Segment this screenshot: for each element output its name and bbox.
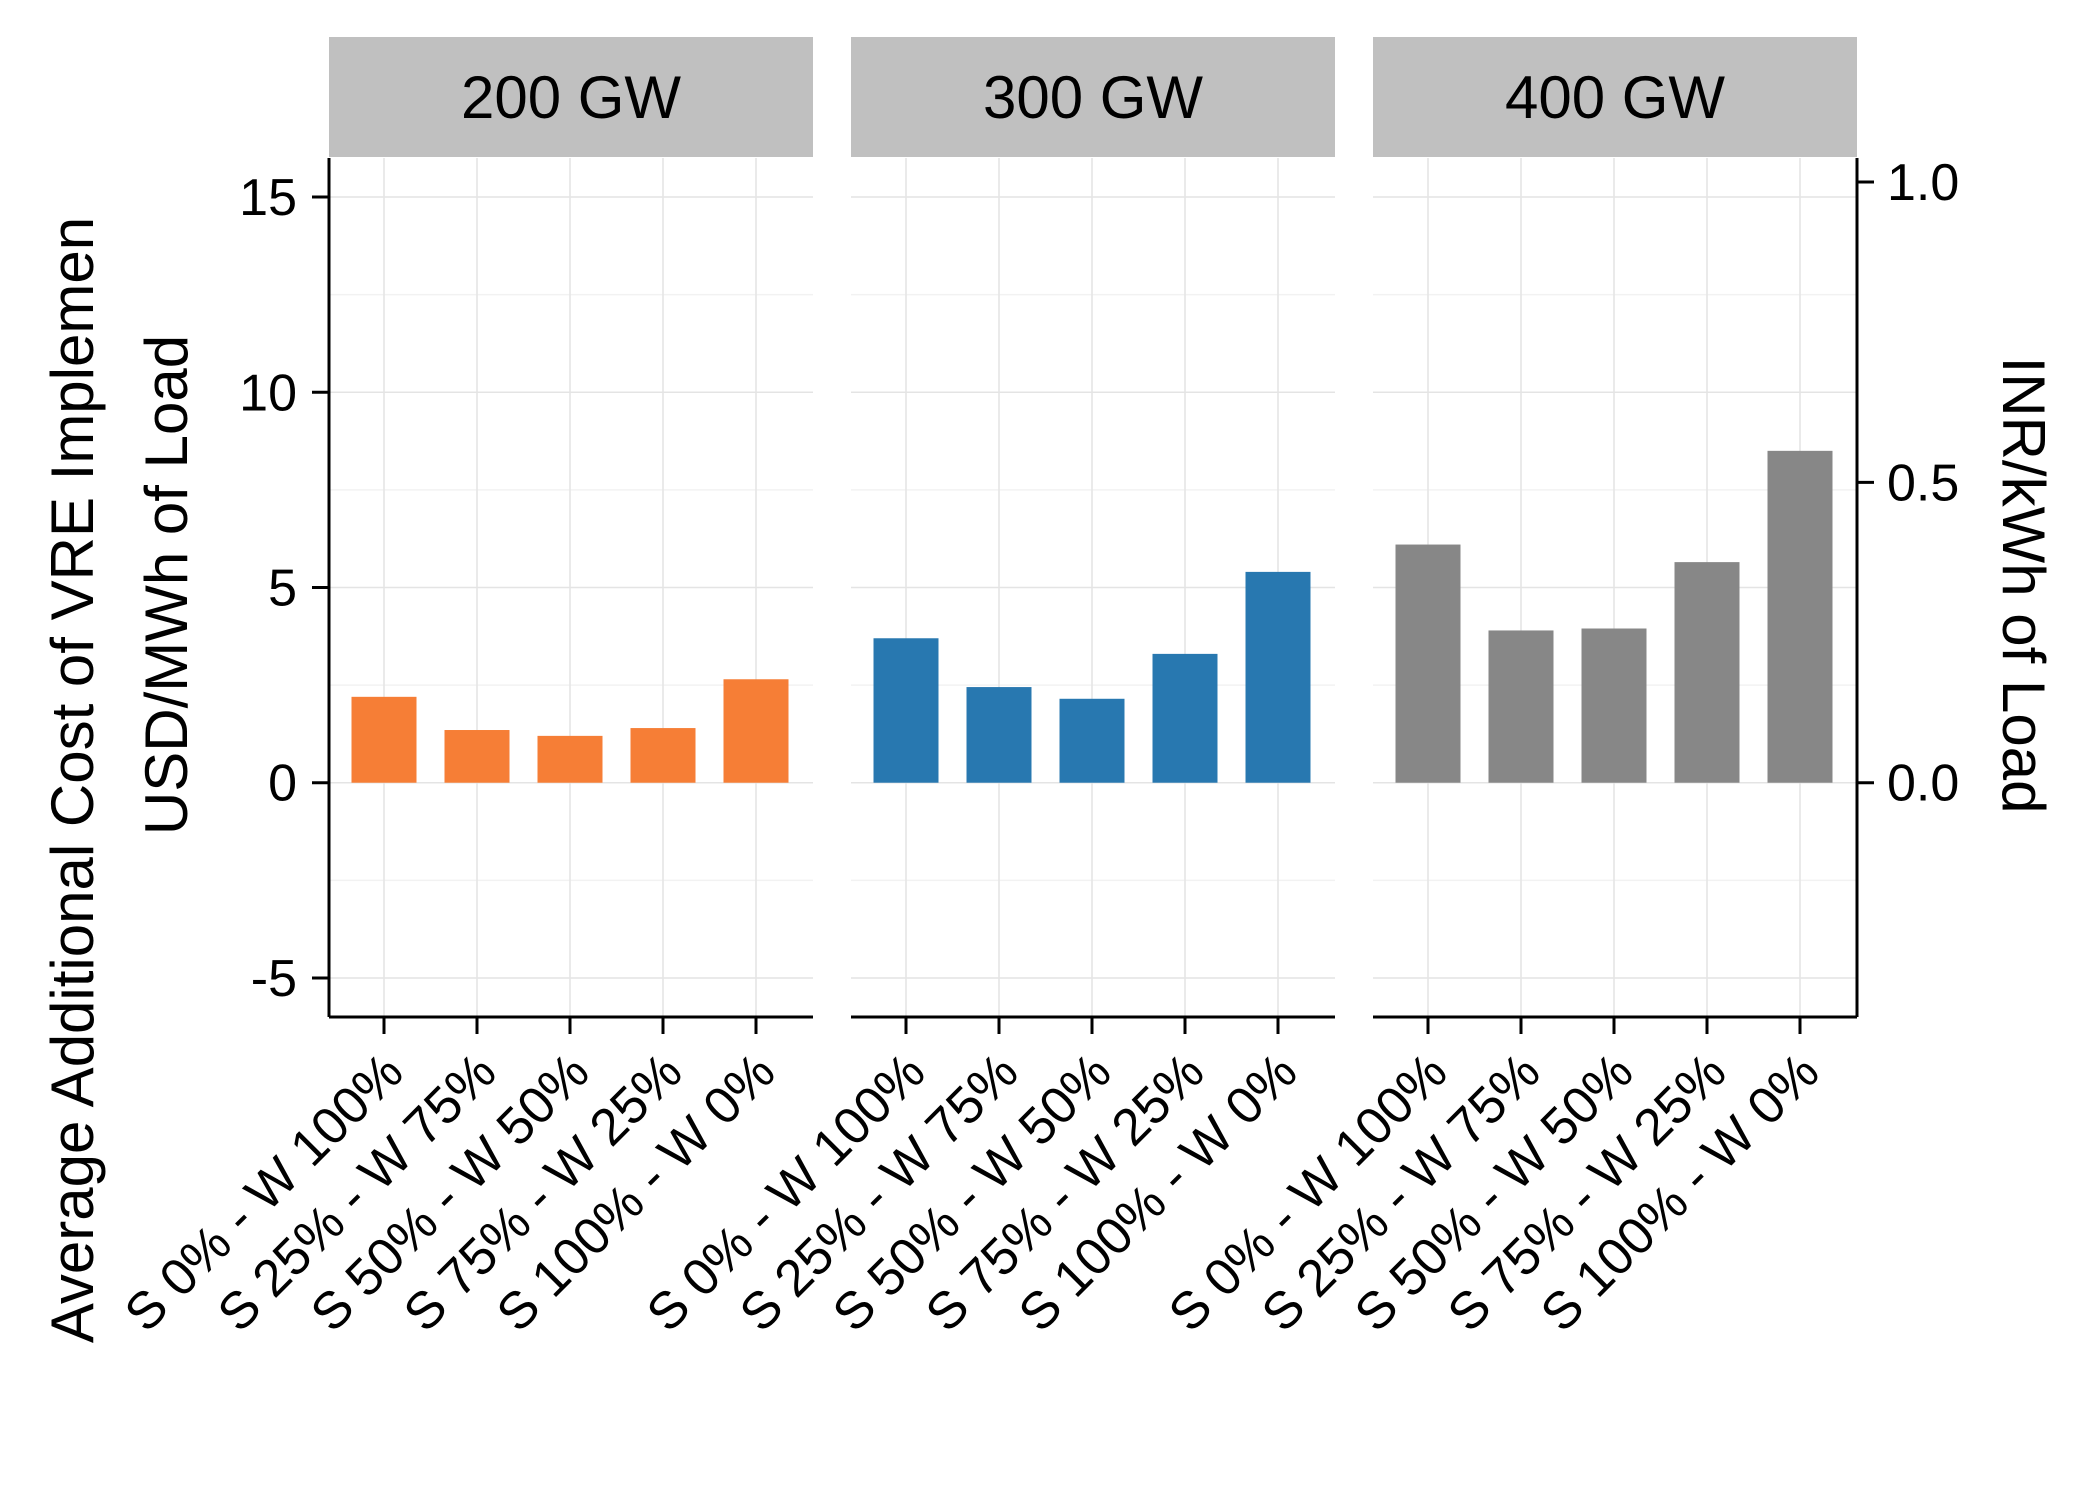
bar [351, 696, 417, 783]
secondary-y-axis-title: INR/kWh of Load [1990, 357, 2057, 814]
y-tick-label: 5 [268, 560, 297, 618]
bar [1488, 630, 1554, 783]
panel-strip [1373, 37, 1857, 157]
y-axis-title-line1: Average Additional Cost of VRE Implemen [39, 217, 106, 1343]
bar [444, 730, 510, 783]
panel-strip-label: 300 GW [983, 64, 1203, 131]
panel-strip-label: 400 GW [1505, 64, 1725, 131]
chart-panels: 200 GWS 0% - W 100%S 25% - W 75%S 50% - … [114, 37, 1857, 1343]
panel-1: 200 GWS 0% - W 100%S 25% - W 75%S 50% - … [114, 37, 813, 1343]
bar [630, 728, 696, 783]
y-tick-label: 15 [239, 169, 297, 227]
panel-3: 400 GWS 0% - W 100%S 25% - W 75%S 50% - … [1158, 37, 1857, 1343]
bar [1767, 450, 1833, 783]
bar [1581, 628, 1647, 783]
secondary-y-tick-label: 0.5 [1887, 454, 1959, 512]
bar [1245, 571, 1311, 783]
panel-strip-label: 200 GW [461, 64, 681, 131]
y-tick-label: -5 [251, 950, 297, 1008]
bar [1674, 562, 1740, 783]
y-tick-label: 0 [268, 755, 297, 813]
secondary-y-tick-label: 1.0 [1887, 154, 1959, 212]
y-tick-label: 10 [239, 364, 297, 422]
bar [537, 735, 603, 783]
panel-strip [851, 37, 1335, 157]
bar [1395, 544, 1461, 783]
bar [1059, 698, 1125, 783]
bar [966, 687, 1032, 783]
bar [873, 638, 939, 783]
right-y-axis: 0.0 0.5 1.0 [1855, 154, 1959, 1017]
secondary-y-tick-label: 0.0 [1887, 755, 1959, 813]
panel-strip [329, 37, 813, 157]
bar [723, 679, 789, 783]
y-axis-title-line2: USD/MWh of Load [133, 335, 200, 835]
left-y-axis: -5 0 5 10 15 [239, 158, 331, 1017]
bar [1152, 653, 1218, 783]
